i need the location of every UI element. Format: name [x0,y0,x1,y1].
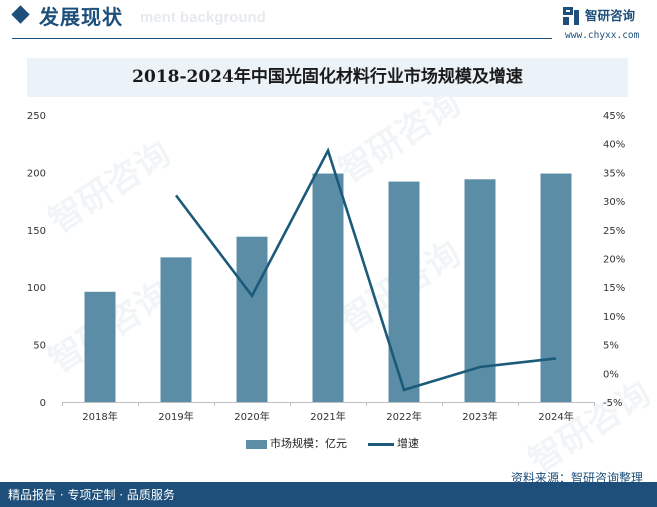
chart-title-band: 2018-2024年中国光固化材料行业市场规模及增速 [27,58,628,97]
y-left-tick-label: 0 [40,398,46,409]
y-right-tick-label: 15% [603,283,625,294]
bar [236,236,268,402]
legend-swatch-line [368,443,394,446]
logo-mark-icon [563,7,579,25]
section-title: 发展现状 [39,5,123,29]
y-left-tick-label: 200 [27,168,46,179]
y-right-tick-label: -5% [603,398,622,409]
legend-item-bar: 市场规模：亿元 [246,436,366,452]
x-tick-label: 2018年 [82,410,117,423]
bar [540,173,572,402]
x-tick-label: 2020年 [234,410,269,423]
bar [388,181,420,402]
y-right-tick-label: 35% [603,168,625,179]
bar [312,173,344,402]
legend-item-line: 增速 [368,436,428,452]
bar [464,179,496,402]
y-right-tick-label: 45% [603,111,625,122]
x-tick-label: 2019年 [158,410,193,423]
logo-name: 智研咨询 [585,8,636,23]
header: 发展现状 ment background 智研咨询 www.chyxx.com [0,0,657,44]
x-tick-label: 2022年 [386,410,421,423]
footer-text: 精品报告 · 专项定制 · 品质服务 [8,488,175,502]
y-left-tick-label: 250 [27,111,46,122]
legend-label-line: 增速 [397,437,419,450]
y-right-tick-label: 40% [603,140,625,151]
header-divider [12,38,552,39]
legend-swatch-bar [246,440,267,449]
x-tick-label: 2021年 [310,410,345,423]
logo-url: www.chyxx.com [565,30,640,41]
y-left-tick-label: 150 [27,226,46,237]
legend: 市场规模：亿元 增速 [0,436,657,452]
y-left-tick-label: 50 [33,341,46,352]
growth-line [174,147,557,392]
bar [84,291,116,402]
section-subtitle-ghost: ment background [140,9,266,26]
y-right-tick-label: 25% [603,226,625,237]
y-right-tick-label: 5% [603,341,619,352]
y-right-tick-label: 30% [603,197,625,208]
x-tick-label: 2023年 [462,410,497,423]
bar [160,257,192,402]
source-note: 资料来源：智研咨询整理 [510,471,643,485]
chart-title: 2018-2024年中国光固化材料行业市场规模及增速 [132,67,523,87]
y-left-tick-label: 100 [27,283,46,294]
y-right-tick-label: 10% [603,312,625,323]
y-right-tick-label: 20% [603,255,625,266]
y-right-tick-label: 0% [603,369,619,380]
footer-bar: 精品报告 · 专项定制 · 品质服务 [0,482,657,507]
brand-logo: 智研咨询 www.chyxx.com [563,5,653,45]
x-tick-label: 2024年 [538,410,573,423]
legend-label-bar: 市场规模：亿元 [270,437,347,450]
